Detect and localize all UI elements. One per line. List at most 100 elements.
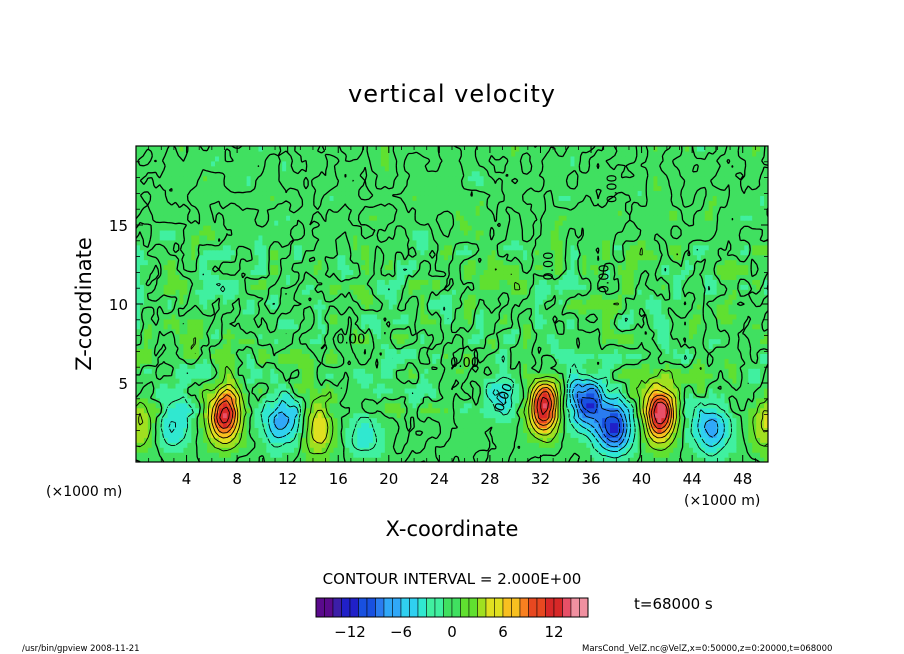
contour-cell [317,343,323,350]
contour-cell [594,432,599,438]
contour-cell [681,392,686,399]
contour-cell [266,318,271,325]
contour-cell [550,368,556,374]
contour-cell [313,368,319,374]
contour-cell [250,392,256,399]
contour-cell [179,383,184,389]
contour-cell [380,318,386,325]
contour-cell [546,427,552,433]
contour-cell [602,402,607,409]
contour-cell [396,432,402,438]
contour-cell [677,368,682,374]
contour-cell [357,318,362,325]
contour-cell [218,368,224,374]
contour-cell [167,417,173,424]
contour-cell [246,437,252,443]
contour-cell [432,447,437,453]
contour-cell [222,308,228,315]
contour-cell [183,358,188,364]
contour-cell [574,447,579,453]
contour-cell [187,304,192,310]
contour-cell [467,333,473,340]
contour-cell [716,358,722,364]
contour-cell [408,437,414,443]
contour-cell [570,323,576,330]
contour-cell [740,323,745,330]
contour-cell [546,378,552,384]
contour-cell [463,353,469,359]
contour-cell [712,358,718,364]
contour-cell [270,447,275,453]
contour-cell [432,368,437,374]
contour-cell [270,363,275,369]
contour-cell [669,338,674,345]
contour-cell [147,348,153,354]
contour-cell [621,348,627,354]
contour-cell [155,417,161,424]
contour-cell [538,313,544,320]
contour-cell [610,417,615,424]
contour-cell [550,333,556,340]
contour-cell [294,422,299,429]
contour-cell [345,328,350,335]
contour-cell [313,417,319,424]
contour-cell [333,368,339,374]
contour-cell [369,313,374,320]
contour-cell [416,338,421,345]
contour-cell [226,437,232,443]
contour-cell [661,318,666,325]
contour-cell [613,452,619,458]
contour-cell [448,442,453,448]
contour-cell [712,437,718,443]
contour-cell [692,333,698,340]
contour-cell [436,308,441,315]
contour-cell [203,397,208,404]
contour-cell [428,353,433,359]
contour-cell [301,447,307,453]
contour-cell [696,328,702,335]
contour-cell [448,378,453,384]
contour-cell [566,368,572,374]
contour-cell [254,308,260,315]
contour-cell [598,412,603,419]
contour-cell [452,402,457,409]
contour-cell [704,422,710,429]
contour-cell [610,442,615,448]
contour-cell [752,343,757,350]
contour-cell [301,318,307,325]
contour-cell [641,457,647,462]
contour-cell [151,402,157,409]
contour-cell [436,313,441,320]
contour-cell [175,452,181,458]
contour-cell [361,392,366,399]
contour-cell [613,392,619,399]
contour-cell [246,407,252,414]
contour-cell [641,392,647,399]
contour-cell [503,323,508,330]
contour-cell [479,397,485,404]
contour-cell [760,368,765,374]
contour-cell [558,432,564,438]
contour-cell [491,313,497,320]
contour-cell [637,373,643,379]
contour-cell [242,422,248,429]
contour-cell [167,412,173,419]
contour-cell [436,417,441,424]
contour-cell [527,383,532,389]
contour-cell [274,363,279,369]
contour-cell [633,313,639,320]
contour-cell [653,422,658,429]
contour-cell [578,318,583,325]
contour-cell [136,407,141,414]
contour-cell [171,417,177,424]
contour-cell [570,447,576,453]
contour-cell [297,358,303,364]
contour-cell [704,397,710,404]
contour-cell [570,422,576,429]
contour-cell [582,348,587,354]
contour-cell [495,447,500,453]
contour-cell [222,313,228,320]
contour-cell [396,417,402,424]
contour-cell [349,338,354,345]
contour-cell [337,452,342,458]
